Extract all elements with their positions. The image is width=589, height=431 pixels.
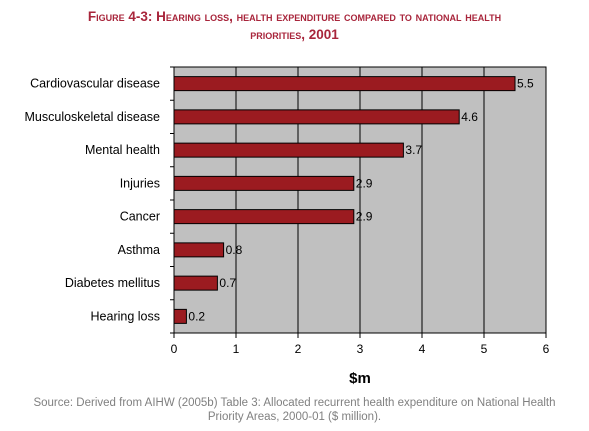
- source-note-line-2: Priority Areas, 2000-01 ($ million).: [207, 411, 382, 423]
- bar-value-label: 0.8: [226, 243, 243, 257]
- bar-value-label: 0.7: [219, 276, 236, 290]
- category-label: Hearing loss: [91, 309, 160, 323]
- x-tick-label: 5: [481, 342, 488, 356]
- bar-value-label: 2.9: [356, 210, 373, 224]
- bar-value-label: 4.6: [461, 110, 478, 124]
- category-label: Musculoskeletal disease: [25, 110, 161, 124]
- bar: [173, 142, 404, 158]
- bar: [173, 109, 460, 125]
- bar: [173, 209, 355, 225]
- x-axis-ticks: 0 1 2 3 4 5 6: [170, 66, 550, 356]
- x-tick-label: 6: [543, 342, 550, 356]
- source-note: Source: Derived from AIHW (2005b) Table …: [10, 396, 579, 424]
- bar: [173, 308, 187, 324]
- category-labels: Cardiovascular disease Musculoskeletal di…: [25, 77, 161, 324]
- bar: [173, 242, 225, 258]
- x-axis-label: $m: [349, 370, 371, 387]
- chart-title-line-2: priorities, 2001: [250, 27, 339, 42]
- bars: 5.5 4.6 3.7 2.9 2.9 0.8 0.7 0.2: [173, 76, 534, 324]
- chart-title-line-1: Figure 4-3: Hearing loss, health expendi…: [87, 9, 502, 24]
- category-label: Cardiovascular disease: [30, 77, 160, 91]
- x-tick-label: 3: [357, 342, 364, 356]
- source-note-line-1: Source: Derived from AIHW (2005b) Table …: [33, 397, 556, 409]
- bar: [173, 175, 355, 191]
- chart-title: Figure 4-3: Hearing loss, health expendi…: [0, 8, 589, 44]
- category-label: Cancer: [120, 210, 160, 224]
- x-tick-label: 1: [233, 342, 240, 356]
- bar-value-label: 0.2: [188, 309, 205, 323]
- bar: [173, 275, 218, 291]
- bar-value-label: 3.7: [405, 143, 422, 157]
- category-label: Diabetes mellitus: [65, 276, 160, 290]
- x-tick-label: 4: [419, 342, 426, 356]
- category-label: Asthma: [118, 243, 160, 257]
- category-label: Mental health: [85, 143, 160, 157]
- x-tick-label: 2: [295, 342, 302, 356]
- bar-value-label: 2.9: [356, 176, 373, 190]
- category-label: Injuries: [120, 176, 160, 190]
- bar-value-label: 5.5: [517, 77, 534, 91]
- bar: [173, 76, 516, 92]
- x-tick-label: 0: [171, 342, 178, 356]
